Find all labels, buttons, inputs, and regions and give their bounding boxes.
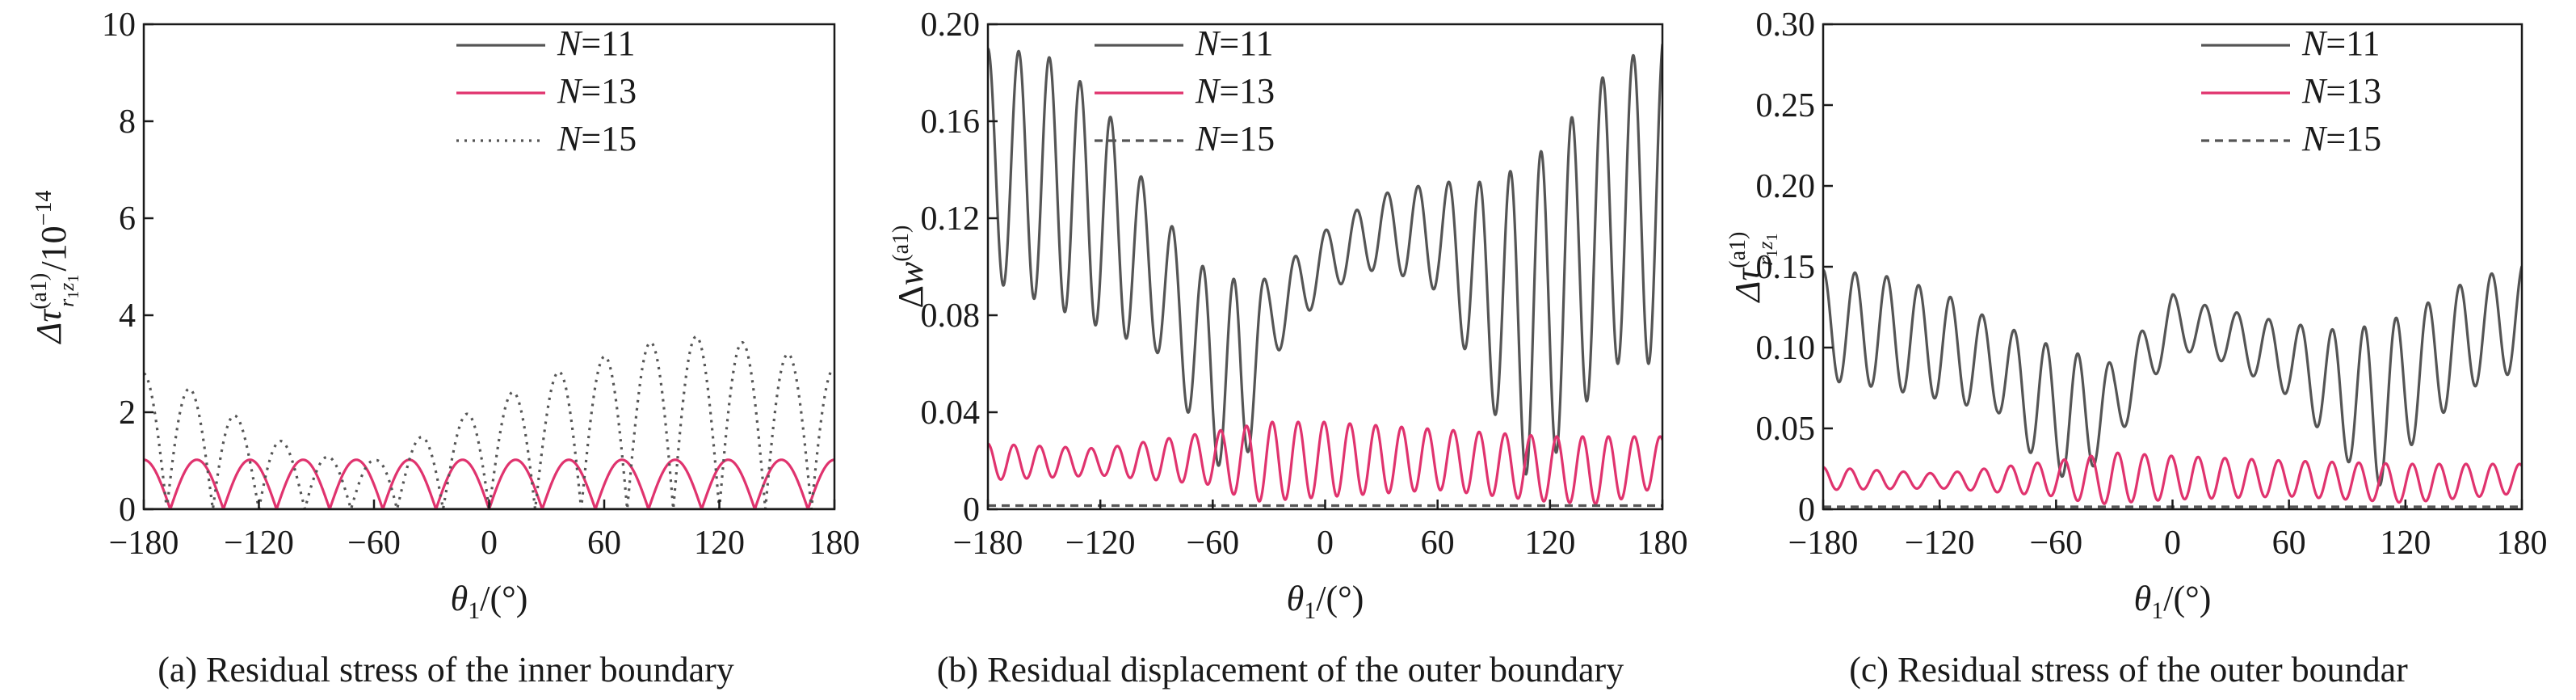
- plot-area: [1823, 265, 2522, 508]
- y-tick-label: 10: [102, 6, 136, 44]
- chart-panel-b: −180 −120 −60 0 60 120 180 0 0.04 0.08 0.12 0.16 0.2…: [889, 6, 1688, 689]
- plot-frame: [142, 23, 836, 511]
- figure-caption: (a) Residual stress of the inner boundar…: [158, 650, 734, 689]
- x-tick-label: 0: [481, 525, 498, 562]
- y-tick-label: 0.10: [1756, 330, 1816, 367]
- y-tick-label: 8: [119, 103, 136, 141]
- x-tick-label: −120: [224, 525, 294, 562]
- legend-label: N=11: [2301, 23, 2381, 63]
- x-tick-label: 0: [1317, 525, 1334, 562]
- y-axis-label: Δτ(a1) r1z1/10−14: [27, 191, 82, 345]
- series-line-N-15: [144, 335, 834, 509]
- y-tick-label: 0.16: [921, 103, 981, 141]
- y-tick-label: 0.25: [1756, 87, 1816, 124]
- series-line-N-11: [1823, 265, 2522, 487]
- x-tick-label: −180: [1788, 525, 1859, 562]
- y-tick-label: 0.08: [921, 297, 981, 335]
- series-line-N-11: [988, 44, 1662, 476]
- x-axis-label: θ1/(°): [2134, 579, 2212, 624]
- legend-label: N=13: [2301, 71, 2381, 111]
- x-axis-label: θ1/(°): [451, 579, 528, 624]
- x-tick-label: −120: [1905, 525, 1975, 562]
- y-axis-label: Δw(a1): [889, 226, 931, 309]
- y-tick-label: 4: [119, 297, 136, 335]
- x-tick-label: 120: [694, 525, 745, 562]
- y-axis-label: Δτ(a1) r1z1: [1725, 232, 1781, 304]
- legend-label: N=11: [1195, 23, 1274, 63]
- chart-panel-c: −180 −120 −60 0 60 120 180 0 0.05 0.10 0.15 0.20 0.2…: [1725, 6, 2548, 689]
- x-tick-label: 60: [1421, 525, 1455, 562]
- y-tick-label: 2: [119, 394, 136, 432]
- x-tick-label: −60: [1186, 525, 1239, 562]
- plot-area: [144, 335, 834, 509]
- y-tick-label: 0: [119, 491, 136, 529]
- plot-area: [988, 44, 1662, 508]
- figure-caption: (c) Residual stress of the outer boundar: [1849, 650, 2408, 689]
- x-tick-label: 180: [1637, 525, 1688, 562]
- y-tick-label: 0.05: [1756, 411, 1816, 448]
- figure-caption: (b) Residual displacement of the outer b…: [937, 650, 1624, 689]
- series-line-N-13: [988, 420, 1662, 505]
- plot-frame: [1822, 23, 2523, 511]
- x-tick-label: 120: [2380, 525, 2431, 562]
- x-tick-label: −60: [347, 525, 401, 562]
- y-tick-label: 0: [1798, 491, 1815, 529]
- x-tick-label: 180: [2497, 525, 2548, 562]
- x-tick-label: 120: [1524, 525, 1575, 562]
- chart-panel-a: −180 −120 −60 0 60 120 180 0 2 4 6 8 10 θ1/(°) Δτ(a1) r…: [27, 6, 860, 689]
- series-line-N-13: [144, 458, 834, 509]
- x-tick-label: −120: [1065, 525, 1136, 562]
- y-tick-label: 6: [119, 200, 136, 238]
- x-tick-label: −60: [2029, 525, 2082, 562]
- legend-label: N=15: [1195, 119, 1275, 158]
- y-tick-label: 0.20: [1756, 168, 1816, 205]
- y-tick-label: 0.04: [921, 394, 981, 432]
- legend-label: N=13: [1195, 71, 1275, 111]
- y-tick-label: 0.12: [921, 200, 981, 238]
- x-tick-label: −180: [953, 525, 1023, 562]
- legend-label: N=13: [557, 71, 637, 111]
- plot-frame: [986, 23, 1664, 511]
- y-tick-label: 0: [963, 491, 980, 529]
- legend-label: N=15: [2301, 119, 2381, 158]
- x-tick-label: 0: [2164, 525, 2181, 562]
- y-tick-label: 0.20: [921, 6, 981, 44]
- y-tick-label: 0.15: [1756, 249, 1816, 286]
- x-axis-label: θ1/(°): [1287, 579, 1364, 624]
- x-tick-label: 180: [809, 525, 860, 562]
- x-tick-label: −180: [109, 525, 179, 562]
- y-tick-label: 0.30: [1756, 6, 1816, 44]
- series-line-N-13: [1823, 451, 2522, 505]
- legend-label: N=15: [557, 119, 637, 158]
- x-tick-label: 60: [587, 525, 621, 562]
- x-tick-label: 60: [2272, 525, 2306, 562]
- legend-label: N=11: [557, 23, 636, 63]
